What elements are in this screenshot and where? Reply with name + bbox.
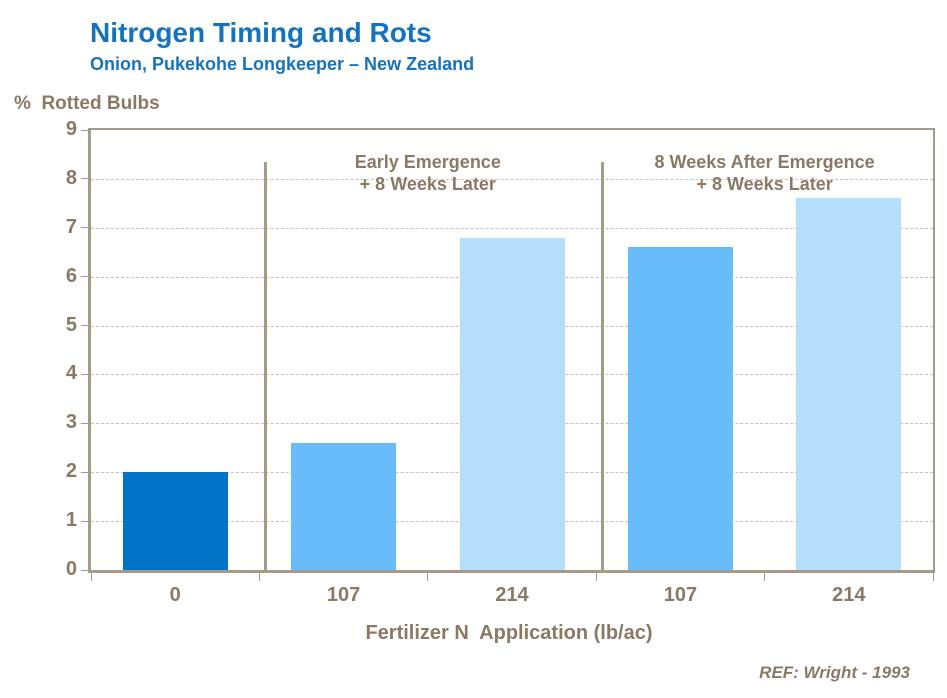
x-tick-label: 214 (832, 584, 866, 606)
gridline (91, 227, 933, 229)
plot-area: 0 1 2 3 4 5 6 7 8 9 Early Emergence + 8 Weeks Late… (66, 118, 935, 606)
bar (796, 198, 902, 570)
y-tick-label: 8 (65, 166, 77, 189)
y-tick-mark (81, 325, 88, 327)
chart-title: Nitrogen Timing and Rots (90, 17, 432, 48)
group-label: 8 Weeks After Emergence + 8 Weeks Later (654, 152, 875, 194)
y-tick-mark (81, 276, 88, 278)
x-tick-mark (90, 573, 92, 581)
x-tick-label: 214 (495, 584, 529, 606)
group-divider-line (601, 162, 605, 570)
y-tick-label: 7 (65, 215, 77, 238)
x-tick-mark (932, 573, 934, 581)
y-tick-mark (81, 569, 88, 571)
x-tick-mark (427, 573, 429, 581)
x-tick-label: 107 (326, 584, 361, 606)
bar (122, 472, 228, 570)
x-tick-label: 107 (663, 584, 698, 606)
group-label: Early Emergence + 8 Weeks Later (354, 152, 501, 194)
x-tick-label: 0 (169, 584, 181, 606)
bar (459, 237, 565, 570)
y-tick-mark (81, 373, 88, 375)
x-tick-mark (595, 573, 597, 581)
y-tick-label: 4 (65, 362, 77, 385)
chart-subtitle: Onion, Pukekohe Longkeeper – New Zealand (90, 54, 475, 74)
group-divider-line (264, 162, 268, 570)
y-axis-title: % Rotted Bulbs (14, 93, 160, 114)
y-tick-mark (81, 520, 88, 522)
y-tick-label: 5 (65, 313, 77, 336)
reference-note: REF: Wright - 1993 (759, 663, 910, 682)
y-tick-mark (81, 471, 88, 473)
y-tick-label: 3 (65, 411, 77, 434)
y-tick-label: 1 (65, 509, 77, 532)
y-tick-label: 2 (65, 460, 77, 483)
x-tick-mark (258, 573, 260, 581)
y-tick-mark (81, 422, 88, 424)
y-tick-label: 6 (65, 264, 77, 287)
bar (627, 247, 733, 570)
y-tick-label: 9 (65, 118, 77, 140)
y-tick-mark (81, 129, 88, 131)
gridline (91, 178, 933, 180)
y-tick-mark (81, 227, 88, 229)
bar (291, 442, 397, 570)
x-axis-title: Fertilizer N Application (lb/ac) (365, 622, 653, 644)
y-tick-mark (81, 178, 88, 180)
y-tick-label: 0 (65, 558, 77, 580)
x-tick-mark (764, 573, 766, 581)
